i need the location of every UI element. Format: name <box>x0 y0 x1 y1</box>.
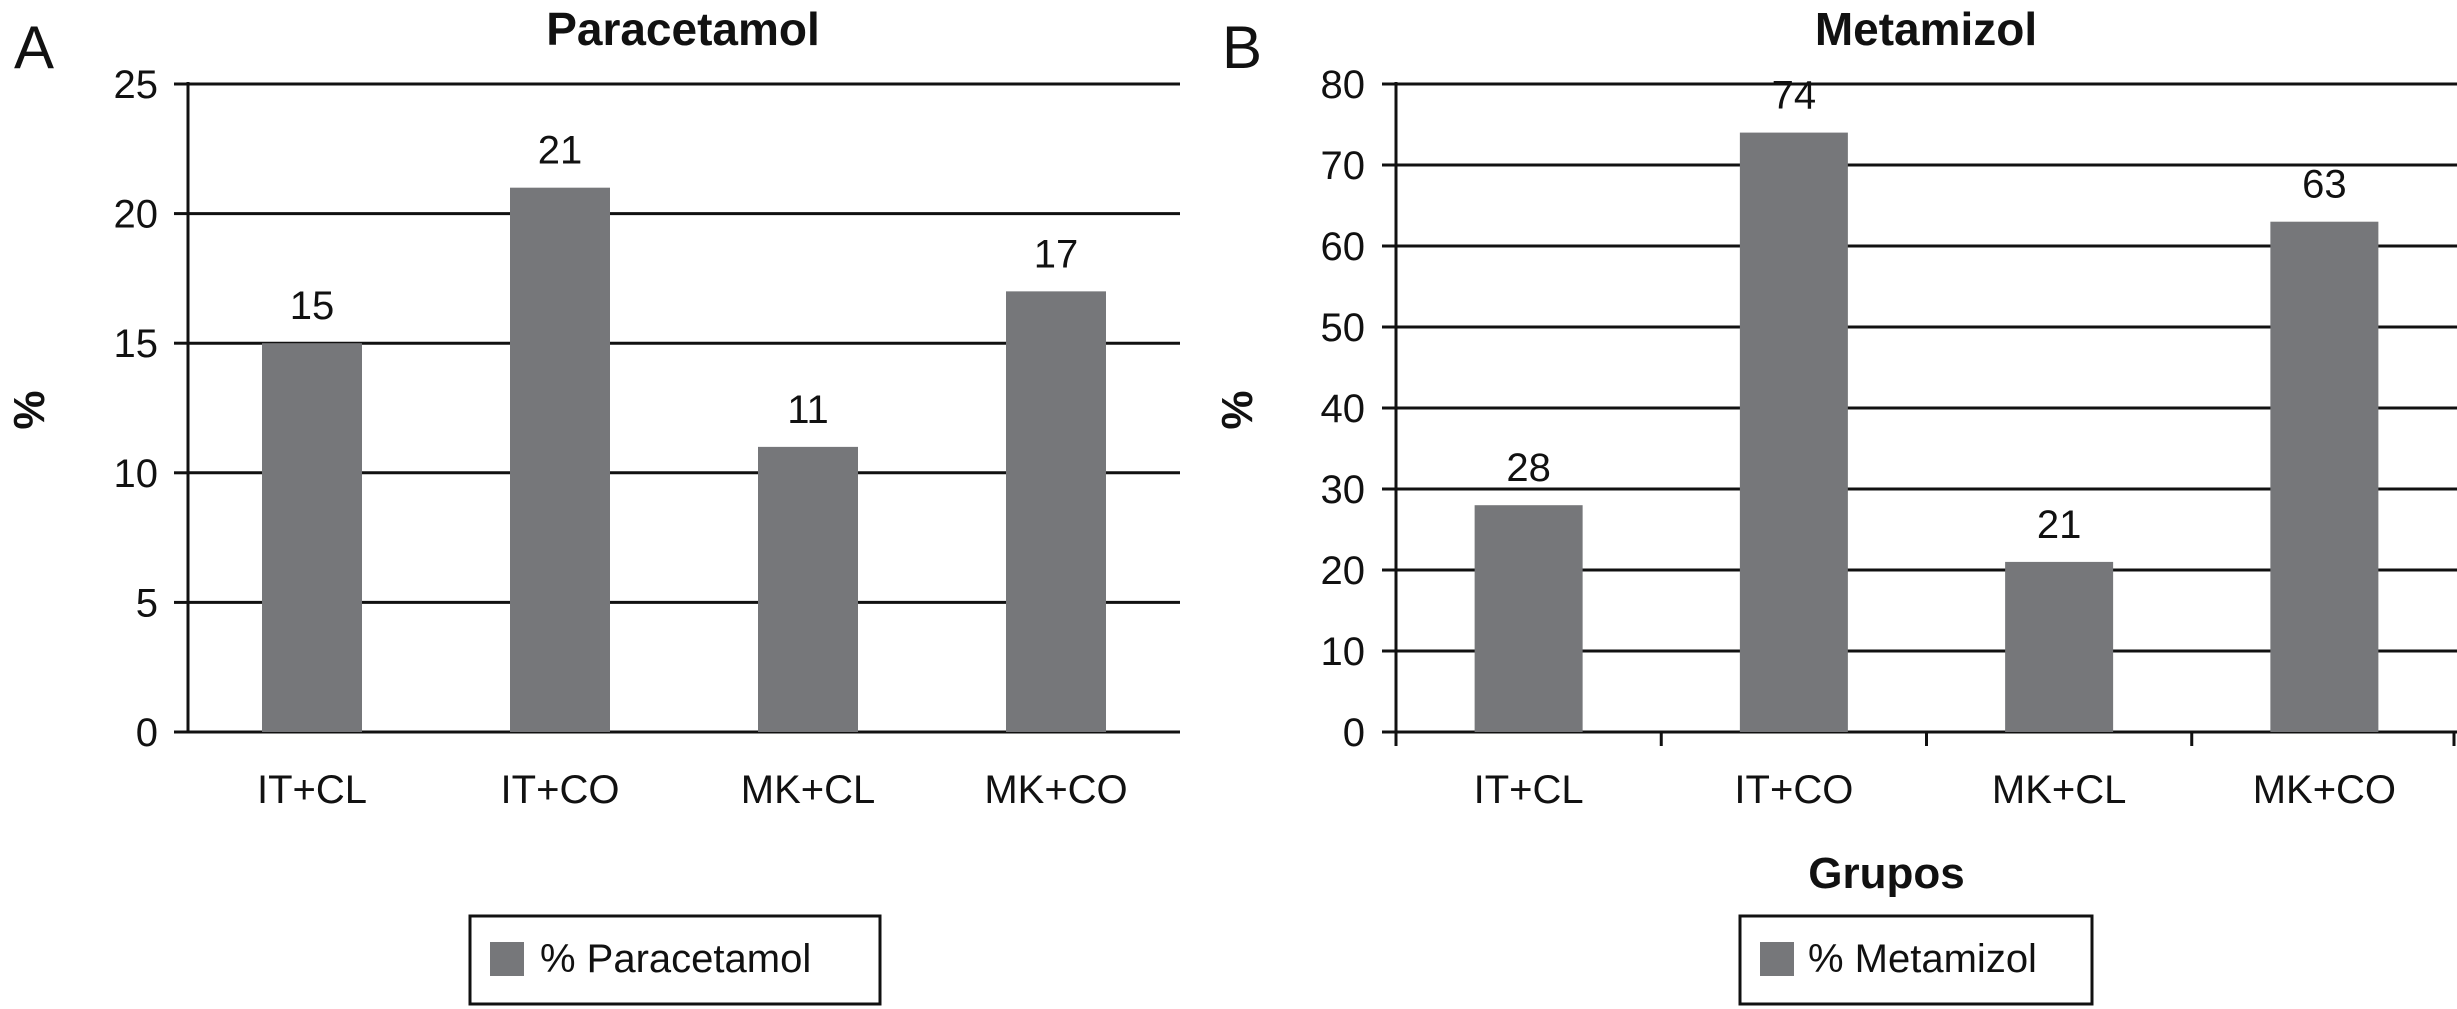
x-category-label: IT+CL <box>257 768 367 812</box>
x-category-label: MK+CL <box>741 768 876 812</box>
y-tick-label: 10 <box>114 452 159 496</box>
data-label: 17 <box>1034 232 1079 276</box>
y-tick-label: 30 <box>1321 468 1366 512</box>
data-label: 11 <box>787 388 829 432</box>
chart-panel-b: B Metamizol 0 10 20 30 40 50 60 70 80% 28 IT+CL 74 IT+… <box>1213 3 2457 1006</box>
bar-mk-cl <box>2005 561 2114 732</box>
y-tick-label: 0 <box>1343 711 1365 755</box>
legend-box <box>1738 914 2094 1006</box>
y-tick-label: 70 <box>1321 144 1366 188</box>
legend: % Paracetamol <box>468 914 882 1006</box>
bar-it-cl <box>1474 505 1583 732</box>
bar-it-cl <box>262 343 362 732</box>
y-tick-label: 15 <box>114 322 159 366</box>
data-label: 63 <box>2302 163 2347 207</box>
x-category-label: IT+CL <box>1474 768 1584 812</box>
legend-label: % Metamizol <box>1808 937 2037 981</box>
y-tick-label: 10 <box>1321 630 1366 674</box>
bar-it-co <box>510 187 610 732</box>
y-tick-label: 40 <box>1321 387 1366 431</box>
legend-label: % Paracetamol <box>540 937 811 981</box>
x-category-label: IT+CO <box>1734 768 1853 812</box>
chart-title: Metamizol <box>1815 3 2037 55</box>
bar-mk-co <box>2270 221 2379 732</box>
x-category-label: IT+CO <box>501 768 620 812</box>
x-category-label: MK+CO <box>2253 768 2396 812</box>
bar-it-co <box>1739 132 1848 733</box>
legend-box <box>468 914 882 1006</box>
y-tick-label: 80 <box>1321 63 1366 107</box>
y-tick-label: 0 <box>136 711 158 755</box>
x-category-label: MK+CO <box>984 768 1127 812</box>
y-tick-label: 20 <box>114 193 159 237</box>
x-axis-label: Grupos <box>1808 849 1964 898</box>
data-label: 15 <box>290 284 335 328</box>
y-axis-label: % <box>1213 390 1262 429</box>
data-label: 74 <box>1772 74 1817 118</box>
y-tick-label: 5 <box>136 581 158 625</box>
bar-mk-co <box>1006 291 1106 732</box>
bar-mk-cl <box>758 446 858 732</box>
y-tick-label: 25 <box>114 63 159 107</box>
y-tick-label: 20 <box>1321 549 1366 593</box>
data-label: 21 <box>2037 503 2082 547</box>
chart-panel-a: A Paracetamol 0 5 10 15 20 25% 15 IT+CL 21 IT+CO 11 M… <box>5 3 1180 1006</box>
legend-swatch <box>1760 942 1794 976</box>
legend: % Metamizol <box>1738 914 2094 1006</box>
panel-letter: A <box>14 14 54 81</box>
data-label: 28 <box>1506 446 1551 490</box>
chart-title: Paracetamol <box>546 3 820 55</box>
x-category-label: MK+CL <box>1992 768 2127 812</box>
data-label: 21 <box>538 129 583 173</box>
y-tick-label: 50 <box>1321 306 1366 350</box>
y-tick-label: 60 <box>1321 225 1366 269</box>
y-axis-label: % <box>5 390 54 429</box>
panel-letter: B <box>1222 14 1262 81</box>
legend-swatch <box>490 942 524 976</box>
